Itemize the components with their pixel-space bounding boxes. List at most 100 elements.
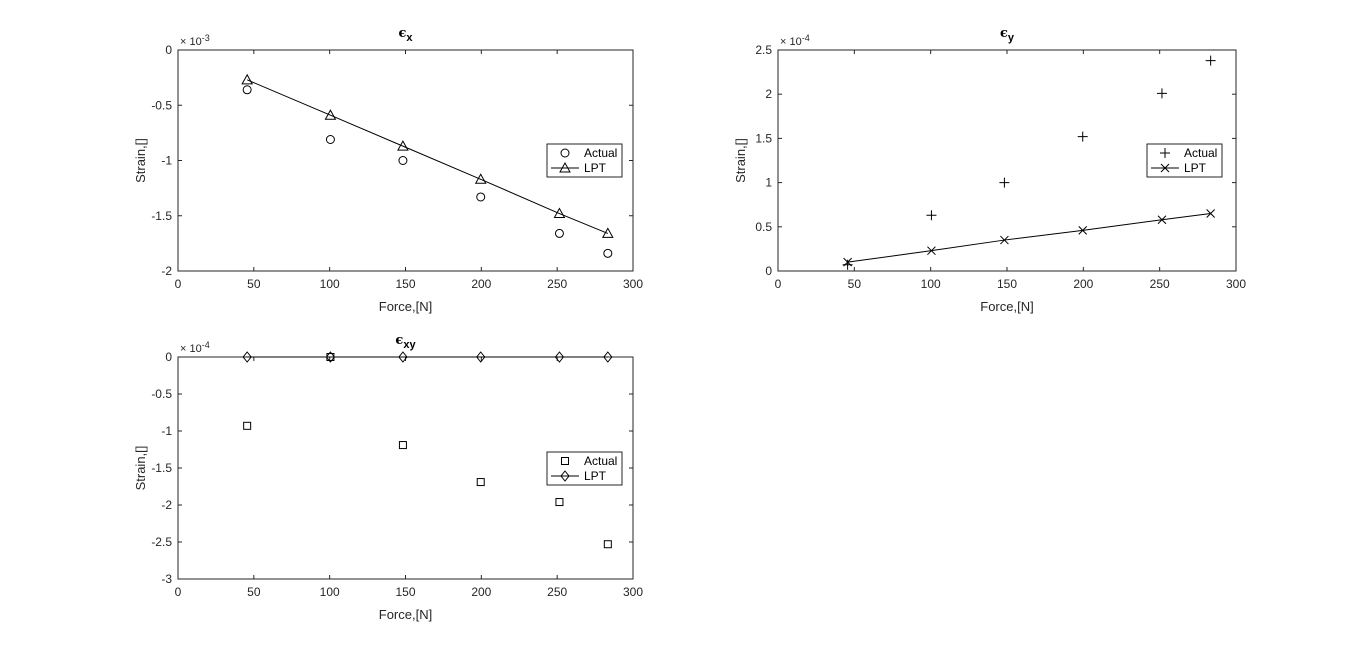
data-point [397, 140, 409, 151]
series-line [246, 79, 609, 234]
series-lpt [242, 351, 613, 363]
y-tick-label: -1 [161, 424, 172, 438]
legend-marker [1160, 148, 1170, 158]
legend-box [1146, 143, 1223, 178]
data-point [1077, 131, 1088, 142]
y-tick-label: -1.5 [151, 461, 172, 475]
data-point [476, 478, 485, 487]
legend-marker [559, 161, 571, 173]
x-tick-label: 300 [623, 585, 643, 599]
y-tick-label: 2.5 [755, 43, 772, 57]
title-subscript: xy [403, 339, 416, 351]
data-point [241, 73, 254, 85]
title-symbol: ϵ [395, 333, 403, 348]
x-tick-label: 0 [775, 277, 782, 291]
chart-2: 0 50 100 150 200 250 300 0 -0.5 -1 -1.5 -2 -2.5 -3 × 1… [133, 333, 643, 622]
series-actual [842, 55, 1216, 270]
x-tick-label: 150 [395, 585, 415, 599]
data-point [843, 257, 852, 267]
x-tick-label: 0 [175, 585, 182, 599]
x-tick-label: 300 [623, 277, 643, 291]
data-point [603, 540, 612, 549]
data-point [1205, 55, 1216, 66]
x-tick-label: 50 [247, 277, 261, 291]
exponent-base: × 10 [180, 343, 202, 355]
data-point [1000, 235, 1009, 245]
data-point [601, 227, 614, 238]
legend-marker [1160, 163, 1170, 173]
series-line [847, 213, 1211, 263]
y-tick-label: 0 [165, 350, 172, 364]
chart-title: ϵx [398, 26, 413, 44]
y-tick-label: 1.5 [755, 131, 772, 145]
x-axis-label: Force,[N] [379, 299, 432, 314]
x-axis-label: Force,[N] [980, 299, 1033, 314]
data-point [554, 228, 564, 238]
data-point [927, 246, 936, 256]
legend-label: Actual [584, 454, 617, 468]
y-tick-label: -1.5 [151, 209, 172, 223]
data-point [243, 421, 252, 430]
y-tick-label: 2 [765, 87, 772, 101]
x-tick-label: 50 [848, 277, 862, 291]
legend-box [546, 451, 623, 486]
legend-box [546, 143, 623, 178]
data-point [555, 498, 564, 507]
x-axis-label: Force,[N] [379, 607, 432, 622]
title-subscript: y [1008, 32, 1015, 44]
data-point [398, 156, 408, 165]
y-tick-label: 0 [765, 264, 772, 278]
exponent-base: × 10 [180, 36, 202, 48]
data-point [242, 351, 252, 363]
data-point [603, 248, 613, 258]
data-point [999, 177, 1010, 188]
chart-title: ϵy [1000, 26, 1015, 44]
series-actual [242, 85, 613, 258]
x-tick-label: 100 [320, 277, 340, 291]
data-point [476, 192, 486, 202]
x-tick-label: 100 [320, 585, 340, 599]
y-axis-label: Strain,[] [733, 138, 748, 183]
x-tick-label: 250 [1150, 277, 1170, 291]
data-point [398, 441, 407, 450]
x-tick-label: 250 [547, 277, 567, 291]
data-point [926, 210, 937, 221]
y-tick-label: 0 [165, 43, 172, 57]
x-tick-label: 250 [547, 585, 567, 599]
y-axis-label: Strain,[] [133, 446, 148, 491]
data-point [1156, 88, 1167, 99]
title-symbol: ϵ [1000, 26, 1008, 41]
y-tick-label: -2.5 [151, 535, 172, 549]
y-tick-label: -3 [161, 572, 172, 586]
title-subscript: x [406, 32, 413, 44]
exponent-power: -4 [802, 33, 810, 43]
x-tick-label: 200 [1073, 277, 1093, 291]
data-point [324, 109, 337, 120]
data-point [554, 351, 565, 363]
y-tick-label: -2 [161, 498, 172, 512]
x-tick-label: 200 [471, 585, 491, 599]
y-tick-label: -0.5 [151, 98, 172, 112]
data-point [398, 351, 408, 363]
legend-label: LPT [1184, 161, 1207, 175]
y-tick-label: -2 [161, 264, 172, 278]
chart-1: 0 50 100 150 200 250 300 0 0.5 1 1.5 2 2.5 × 10-4 ϵy Fo… [733, 26, 1246, 314]
exponent-label: × 10-3 [180, 33, 210, 48]
y-tick-label: 1 [765, 176, 772, 190]
data-point [603, 351, 613, 363]
y-axis-label: Strain,[] [133, 138, 148, 183]
exponent-power: -3 [202, 33, 210, 43]
legend-marker [561, 457, 569, 465]
legend-label: LPT [584, 161, 607, 175]
data-point [325, 351, 336, 363]
x-tick-label: 300 [1226, 277, 1246, 291]
y-tick-label: 0.5 [755, 220, 772, 234]
x-tick-label: 0 [175, 277, 182, 291]
x-tick-label: 150 [395, 277, 415, 291]
x-tick-label: 100 [921, 277, 941, 291]
legend-label: Actual [1184, 146, 1217, 160]
